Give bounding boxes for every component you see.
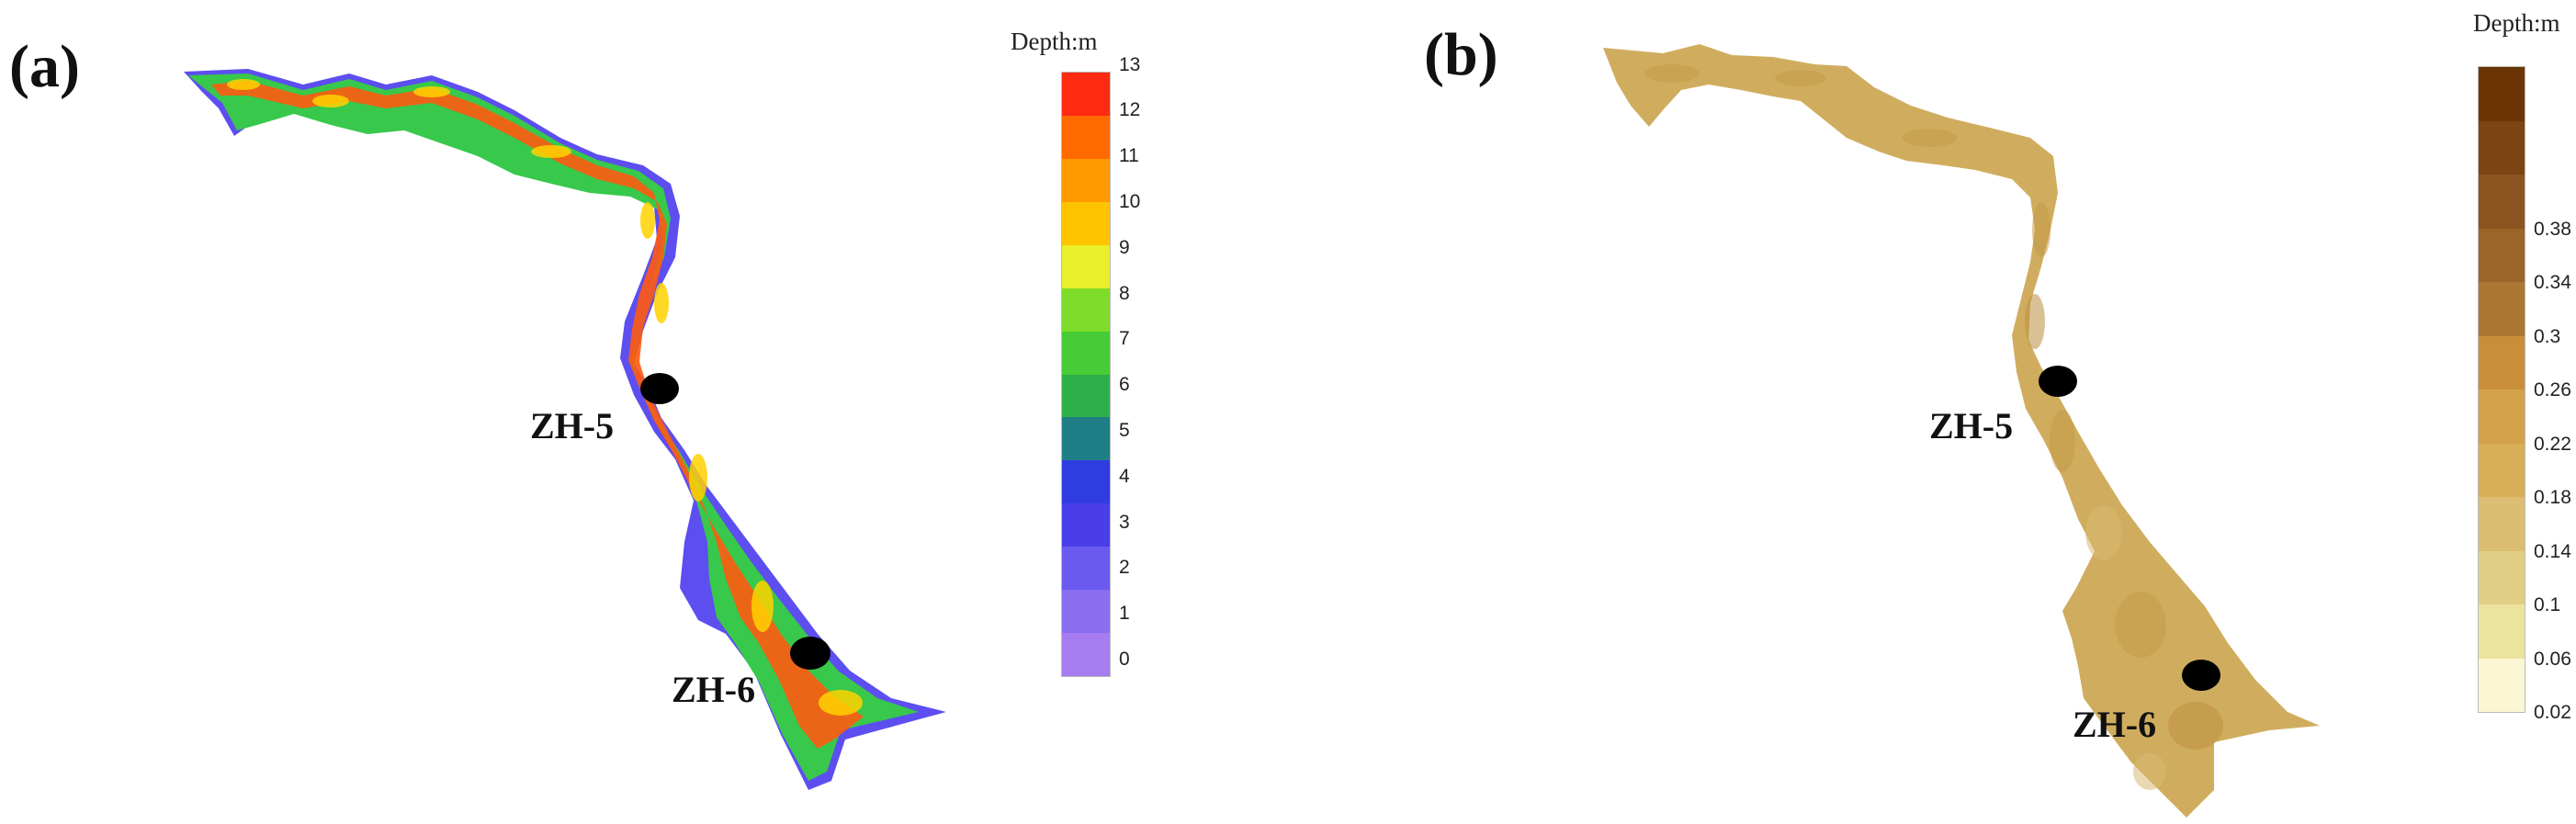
- legend-tick-label: 13: [1119, 53, 1141, 75]
- legend-swatch: [2479, 120, 2525, 175]
- legend-b-colorbar: [2478, 66, 2525, 713]
- station-marker-zh6-b: [2182, 660, 2220, 691]
- legend-tick-label: 0.06: [2534, 648, 2571, 670]
- legend-swatch: [1062, 288, 1110, 332]
- legend-tick-label: 0.22: [2534, 433, 2571, 455]
- legend-swatch: [1062, 331, 1110, 375]
- legend-swatch: [2479, 604, 2525, 659]
- legend-tick-label: 0.34: [2534, 272, 2571, 293]
- station-label-zh5-b: ZH-5: [1929, 405, 2014, 446]
- station-label-zh6-a: ZH-6: [672, 669, 756, 710]
- legend-tick-label: 11: [1119, 145, 1139, 167]
- legend-swatch: [1062, 417, 1110, 461]
- river-map-b: [1603, 44, 2320, 818]
- legend-swatch: [2479, 335, 2525, 389]
- legend-swatch: [2479, 389, 2525, 444]
- legend-tick-label: 1: [1119, 603, 1130, 625]
- legend-swatch: [2479, 67, 2525, 121]
- legend-swatch: [2479, 175, 2525, 229]
- legend-swatch: [1062, 590, 1110, 634]
- legend-tick-label: 0.1: [2534, 594, 2561, 615]
- legend-tick-label: 4: [1119, 465, 1130, 487]
- legend-tick-label: 10: [1119, 191, 1141, 212]
- legend-swatch: [1062, 460, 1110, 504]
- legend-a-title: Depth:m: [1011, 28, 1098, 55]
- legend-swatch: [2479, 282, 2525, 336]
- legend-tick-label: 5: [1119, 420, 1130, 441]
- legend-tick-label: 0.18: [2534, 487, 2571, 508]
- legend-swatch: [1062, 503, 1110, 547]
- legend-tick-label: 0.26: [2534, 379, 2571, 401]
- legend-swatch: [1062, 158, 1110, 202]
- legend-a-colorbar: [1061, 72, 1111, 677]
- legend-swatch: [1062, 116, 1110, 159]
- panel-label-a: (a): [9, 33, 80, 100]
- station-marker-zh6-a: [790, 637, 830, 670]
- legend-tick-label: 0.3: [2534, 325, 2561, 347]
- legend-swatch: [2479, 443, 2525, 497]
- legend-swatch: [1062, 633, 1110, 676]
- station-label-zh6-b: ZH-6: [2073, 704, 2157, 745]
- legend-swatch: [2479, 228, 2525, 282]
- legend-swatch: [1062, 244, 1110, 288]
- legend-swatch: [2479, 497, 2525, 551]
- legend-swatch: [2479, 658, 2525, 712]
- river-a-deep: [211, 81, 864, 749]
- legend-tick-label: 3: [1119, 511, 1130, 533]
- station-marker-zh5-a: [640, 373, 679, 404]
- legend-swatch: [1062, 374, 1110, 418]
- legend-tick-label: 12: [1119, 99, 1141, 121]
- panel-label-b: (b): [1424, 21, 1498, 88]
- legend-tick-label: 6: [1119, 374, 1130, 396]
- legend-tick-label: 7: [1119, 328, 1130, 350]
- station-label-zh5-a: ZH-5: [530, 405, 615, 446]
- legend-swatch: [1062, 73, 1110, 117]
- legend-tick-label: 0.38: [2534, 218, 2571, 240]
- station-marker-zh5-b: [2039, 366, 2077, 397]
- legend-tick-label: 0: [1119, 649, 1130, 670]
- legend-tick-label: 2: [1119, 557, 1130, 579]
- legend-swatch: [2479, 550, 2525, 604]
- legend-b-title: Depth:m: [2473, 9, 2560, 37]
- legend-swatch: [1062, 201, 1110, 245]
- legend-swatch: [1062, 547, 1110, 591]
- legend-tick-label: 0.14: [2534, 540, 2571, 562]
- legend-tick-label: 8: [1119, 282, 1130, 304]
- legend-tick-label: 0.02: [2534, 702, 2571, 723]
- river-map-a: [184, 69, 946, 790]
- legend-tick-label: 9: [1119, 236, 1130, 258]
